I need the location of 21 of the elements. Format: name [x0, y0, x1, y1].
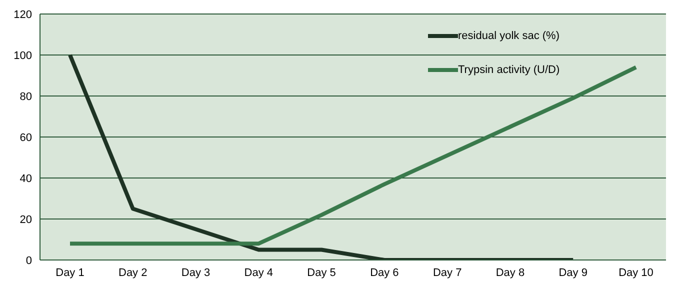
x-tick-label: Day 7	[432, 266, 462, 279]
y-tick-label: 120	[14, 8, 32, 21]
x-tick-label: Day 9	[558, 266, 588, 279]
x-tick-label: Day 10	[618, 266, 654, 279]
legend-label: Trypsin activity (U/D)	[458, 64, 560, 76]
x-tick-label: Day 5	[307, 266, 336, 279]
x-tick-label: Day 3	[181, 266, 210, 279]
y-tick-label: 40	[20, 172, 32, 185]
y-tick-label: 60	[20, 132, 32, 144]
x-tick-label: Day 4	[244, 266, 274, 279]
y-tick-label: 80	[20, 90, 32, 103]
legend-label: residual yolk sac (%)	[458, 30, 560, 42]
y-tick-label: 0	[26, 254, 32, 267]
y-tick-label: 20	[20, 214, 32, 226]
y-tick-label: 100	[14, 50, 32, 62]
x-tick-label: Day 6	[370, 266, 399, 279]
x-tick-label: Day 8	[496, 266, 525, 279]
line-series	[68, 65, 638, 246]
x-tick-label: Day 2	[118, 266, 148, 279]
x-tick-label: Day 1	[56, 266, 84, 279]
line-series	[68, 53, 576, 260]
